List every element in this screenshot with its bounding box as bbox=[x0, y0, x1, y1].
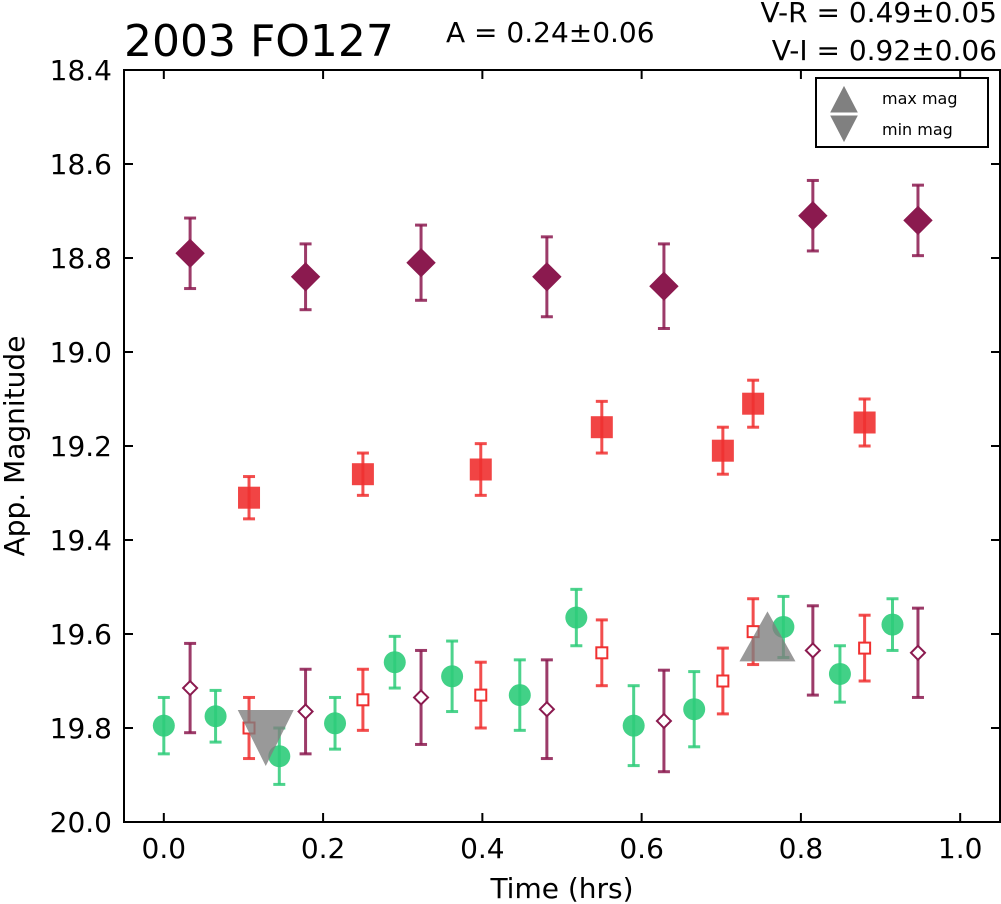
data-point bbox=[716, 674, 730, 688]
data-point bbox=[441, 665, 464, 688]
x-tick-label: 0.4 bbox=[460, 832, 505, 865]
data-point bbox=[590, 416, 613, 439]
x-tick-label: 0.8 bbox=[779, 832, 824, 865]
data-point bbox=[903, 205, 933, 236]
data-point bbox=[742, 392, 765, 415]
series-0 bbox=[175, 178, 933, 330]
data-point bbox=[804, 642, 822, 659]
legend-triangle-down bbox=[830, 115, 858, 143]
y-tick-label: 19.8 bbox=[50, 712, 112, 745]
data-point bbox=[649, 271, 679, 301]
data-point bbox=[853, 411, 876, 434]
data-point bbox=[508, 684, 531, 707]
legend-label-max: max mag bbox=[882, 89, 958, 108]
data-point bbox=[595, 646, 609, 660]
data-point bbox=[532, 262, 562, 292]
y-tick-label: 19.4 bbox=[50, 524, 112, 557]
y-tick-label: 18.4 bbox=[50, 54, 112, 87]
series-1 bbox=[238, 378, 876, 521]
y-tick-label: 19.2 bbox=[50, 430, 112, 463]
data-point bbox=[238, 486, 261, 509]
data-point bbox=[406, 247, 436, 278]
data-point bbox=[798, 200, 828, 231]
data-point bbox=[683, 698, 706, 721]
y-tick-label: 19.0 bbox=[50, 336, 112, 369]
data-point bbox=[565, 606, 588, 629]
legend: max mag min mag bbox=[815, 77, 989, 148]
x-tick-label: 0.2 bbox=[301, 832, 346, 865]
data-point bbox=[828, 662, 851, 685]
data-point bbox=[622, 714, 645, 737]
data-point bbox=[268, 745, 291, 768]
y-tick-label: 19.6 bbox=[50, 618, 112, 651]
legend-label-min: min mag bbox=[882, 120, 953, 139]
y-axis-label: App. Magnitude bbox=[0, 336, 31, 557]
y-tick-label: 18.6 bbox=[50, 148, 112, 181]
data-point bbox=[290, 262, 321, 292]
data-point bbox=[175, 238, 205, 269]
x-tick-label: 0.0 bbox=[142, 832, 187, 865]
series-2 bbox=[152, 587, 904, 786]
data-point bbox=[356, 693, 370, 707]
series-4 bbox=[181, 604, 927, 774]
data-point bbox=[383, 651, 406, 674]
data-point bbox=[909, 644, 927, 662]
x-axis-label: Time (hrs) bbox=[489, 872, 633, 904]
chart-title: 2003 FO127 bbox=[124, 16, 394, 67]
data-point bbox=[324, 712, 347, 735]
data-point bbox=[881, 613, 904, 636]
v-r-annotation: V-R = 0.49±0.05 bbox=[761, 0, 997, 29]
legend-triangle-up bbox=[830, 85, 858, 113]
data-point bbox=[711, 439, 734, 462]
y-tick-label: 18.8 bbox=[50, 242, 112, 275]
data-point bbox=[538, 700, 556, 718]
x-tick-label: 1.0 bbox=[938, 832, 983, 865]
data-point bbox=[655, 712, 673, 730]
x-tick-label: 0.6 bbox=[619, 832, 664, 865]
data-point bbox=[152, 714, 175, 737]
data-point bbox=[351, 463, 374, 486]
max-mag-marker bbox=[739, 611, 796, 662]
data-point bbox=[297, 703, 314, 720]
amplitude-annotation: A = 0.24±0.06 bbox=[446, 16, 655, 49]
data-point bbox=[469, 458, 492, 481]
v-i-annotation: V-I = 0.92±0.06 bbox=[772, 34, 997, 67]
data-point bbox=[858, 641, 872, 655]
min-mag-marker bbox=[237, 710, 294, 767]
data-point bbox=[204, 705, 227, 728]
data-point bbox=[474, 688, 488, 702]
y-tick-label: 20.0 bbox=[50, 806, 112, 839]
data-point bbox=[412, 689, 430, 706]
data-point bbox=[181, 679, 199, 697]
